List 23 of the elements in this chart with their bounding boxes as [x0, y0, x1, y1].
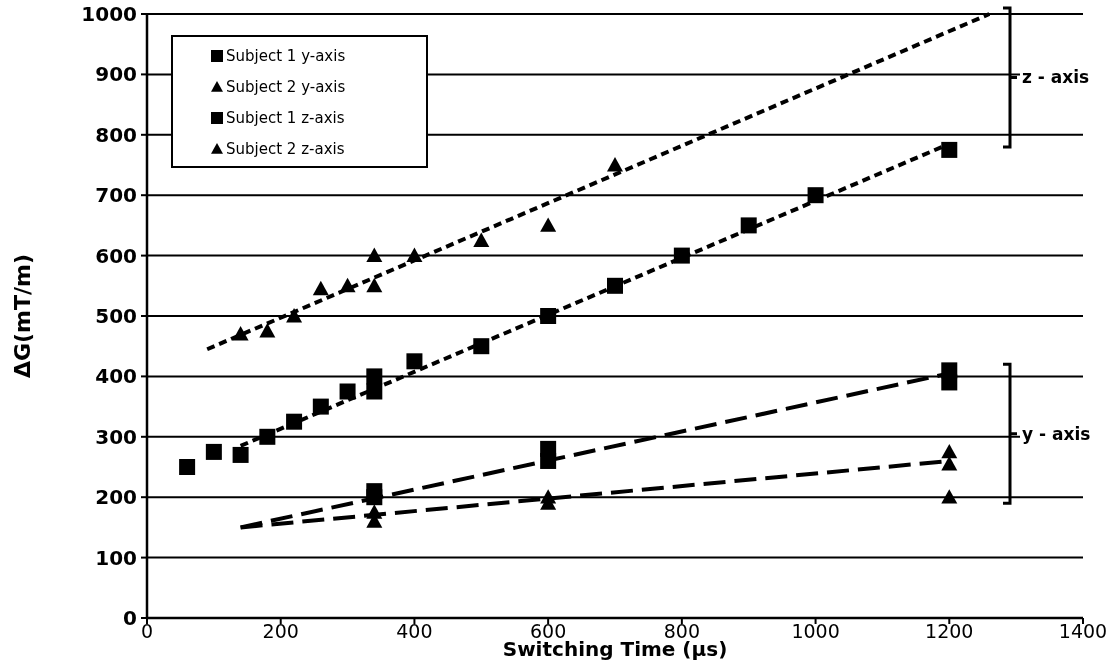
y-tick-label: 200 [95, 485, 137, 510]
x-tick-label: 400 [396, 620, 433, 642]
annotation: y - axis [1022, 423, 1091, 444]
y-tick-label: 100 [95, 545, 137, 570]
y-tick-label: 700 [95, 183, 137, 208]
x-tick-label: 1200 [925, 620, 974, 642]
x-tick-label: 0 [140, 620, 154, 642]
y-tick-label: 600 [95, 243, 137, 268]
x-tick-label: 200 [262, 620, 299, 642]
legend-label: Subject 1 z-axis [226, 109, 345, 128]
legend-label: Subject 2 y-axis [226, 78, 346, 97]
x-tick-label: 1000 [791, 620, 840, 642]
y-tick-label: 400 [95, 364, 137, 389]
y-axis-title: ΔG(mT/m) [10, 253, 35, 379]
legend-label: Subject 2 z-axis [226, 140, 345, 159]
legend-label: Subject 1 y-axis [226, 47, 346, 66]
y-tick-label: 800 [95, 122, 137, 147]
annotation: z - axis [1022, 67, 1090, 88]
y-tick-label: 1000 [81, 2, 137, 26]
y-tick-label: 300 [95, 424, 137, 449]
y-tick-label: 900 [95, 62, 137, 87]
x-tick-label: 1400 [1058, 620, 1108, 642]
y-tick-label: 500 [95, 304, 137, 328]
